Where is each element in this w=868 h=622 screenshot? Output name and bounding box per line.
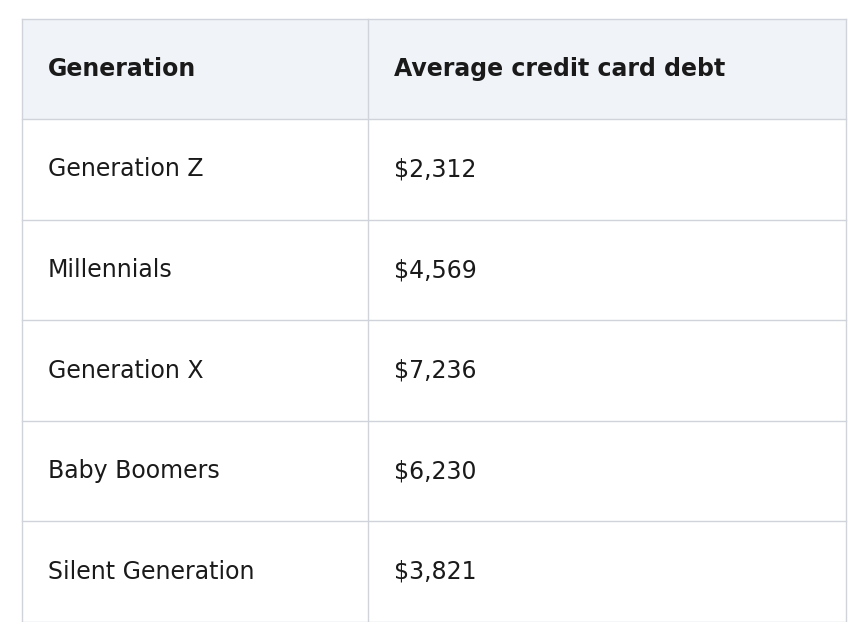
Text: $2,312: $2,312 (394, 157, 477, 182)
Text: Baby Boomers: Baby Boomers (48, 459, 220, 483)
Text: Millennials: Millennials (48, 258, 173, 282)
Text: $7,236: $7,236 (394, 359, 477, 383)
Text: $4,569: $4,569 (394, 258, 477, 282)
Text: Average credit card debt: Average credit card debt (394, 57, 726, 81)
Text: Generation X: Generation X (48, 359, 203, 383)
Text: Generation Z: Generation Z (48, 157, 203, 182)
Bar (22, 19, 846, 119)
Text: Silent Generation: Silent Generation (48, 560, 254, 583)
Text: Generation: Generation (48, 57, 196, 81)
Text: $3,821: $3,821 (394, 560, 477, 583)
Text: $6,230: $6,230 (394, 459, 477, 483)
